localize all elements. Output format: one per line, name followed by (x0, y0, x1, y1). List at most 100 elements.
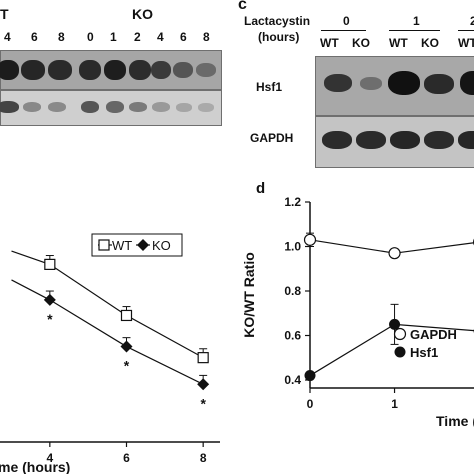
lane-label: 6 (180, 30, 187, 44)
blot-band (173, 62, 193, 78)
blot-band (81, 101, 99, 113)
panel-b-chart: 4 6 8 me (hours) * * * WT KO (0, 233, 220, 474)
x-tick-label: 0 (307, 397, 314, 411)
panel-a-blot-top (0, 50, 222, 90)
lane-label: WT (458, 36, 474, 50)
open-circle-marker (393, 327, 407, 341)
blot-band (129, 102, 147, 112)
open-square-marker (197, 352, 209, 364)
lane-label: 2 (134, 30, 141, 44)
time-group-bracket (389, 30, 440, 31)
series-line (11, 279, 204, 385)
blot-band (23, 102, 41, 112)
blot-band (424, 131, 454, 149)
panel-b-axes: 4 6 8 me (hours) (0, 441, 220, 474)
blot-band (322, 131, 352, 149)
open-circle-marker (388, 247, 401, 260)
filled-circle-marker (304, 370, 316, 382)
time-group-label: 0 (343, 14, 350, 28)
panel-c-letter: c (238, 0, 247, 13)
legend-label-hsf1: Hsf1 (410, 345, 438, 360)
open-square-marker (120, 309, 133, 322)
blot-band (129, 60, 151, 80)
panel-d-letter: d (256, 180, 266, 197)
blot-band (21, 60, 45, 80)
blot-band (106, 101, 124, 113)
panel-a-header-ko: KO (132, 6, 153, 22)
open-square-marker (98, 239, 110, 251)
y-tick-label: 0.6 (284, 329, 301, 343)
legend-label-ko: KO (152, 238, 171, 253)
lane-label: KO (352, 36, 370, 50)
blot-band (424, 74, 454, 94)
lane-label: 0 (87, 30, 94, 44)
time-group-label: 2 (470, 14, 474, 28)
lane-label: 6 (31, 30, 38, 44)
blot-band (48, 60, 72, 80)
time-group-label: 1 (413, 14, 420, 28)
x-tick-label: 1 (391, 397, 398, 411)
lane-label: 8 (58, 30, 65, 44)
x-tick-label: 4 (46, 451, 53, 465)
blot-band (196, 63, 216, 77)
hsf1-blot-label: Hsf1 (256, 80, 283, 94)
blot-band (48, 102, 66, 112)
blot-band (360, 77, 382, 90)
legend-label-gapdh: GAPDH (410, 327, 457, 342)
blot-band (388, 71, 420, 95)
filled-diamond-marker (120, 340, 133, 353)
significance-marker: * (200, 395, 206, 411)
filled-diamond-marker (43, 293, 56, 306)
significance-marker: * (124, 358, 130, 374)
blot-band (324, 74, 352, 92)
panel-b-series: * * * (11, 250, 210, 411)
lane-label: WT (320, 36, 339, 50)
lane-label: WT (389, 36, 408, 50)
lane-label: 8 (203, 30, 210, 44)
panel-a-header-wt-fragment: T (0, 6, 9, 22)
panel-d-series (303, 232, 474, 382)
panel-a-blot-bottom (0, 90, 222, 126)
x-axis-label: me (hours) (0, 459, 70, 474)
panel-c-blot-hsf1 (315, 56, 474, 116)
blot-band (390, 131, 420, 149)
y-axis-label: KO/WT Ratio (241, 252, 257, 338)
filled-diamond-marker (197, 378, 210, 391)
panel-b-legend: WT KO (91, 233, 183, 257)
open-square-marker (44, 258, 56, 271)
blot-band (198, 103, 214, 112)
time-group-bracket (458, 30, 474, 31)
filled-circle-marker (389, 318, 401, 330)
y-tick-label: 1.2 (284, 195, 301, 209)
blot-band (151, 61, 171, 79)
blot-band (0, 60, 19, 80)
y-tick-label: 0.8 (284, 284, 301, 298)
lane-label: 4 (157, 30, 164, 44)
panel-c-blot-gapdh (315, 116, 474, 168)
lane-label: 4 (4, 30, 11, 44)
blot-band (176, 103, 192, 112)
panel-d-legend: GAPDH Hsf1 (393, 327, 457, 360)
blot-band (152, 102, 170, 112)
open-circle-marker (303, 233, 317, 246)
filled-circle-marker (394, 346, 406, 358)
gapdh-blot-label: GAPDH (250, 131, 294, 145)
time-group-bracket (321, 30, 366, 31)
blot-band (458, 131, 474, 149)
filled-diamond-marker (137, 239, 149, 251)
series-line (11, 250, 204, 359)
x-tick-label: 8 (200, 451, 207, 465)
blot-band (0, 101, 19, 113)
blot-band (79, 60, 101, 80)
legend-label-wt: WT (112, 238, 132, 253)
y-tick-label: 1.0 (284, 240, 301, 254)
lane-label: KO (421, 36, 439, 50)
lane-label: 1 (110, 30, 117, 44)
significance-marker: * (47, 311, 53, 327)
y-tick-label: 0.4 (284, 373, 301, 387)
blot-band (460, 71, 474, 95)
x-axis-label: Time (hours) (436, 413, 474, 429)
lactacystin-label: Lactacystin (244, 14, 311, 28)
